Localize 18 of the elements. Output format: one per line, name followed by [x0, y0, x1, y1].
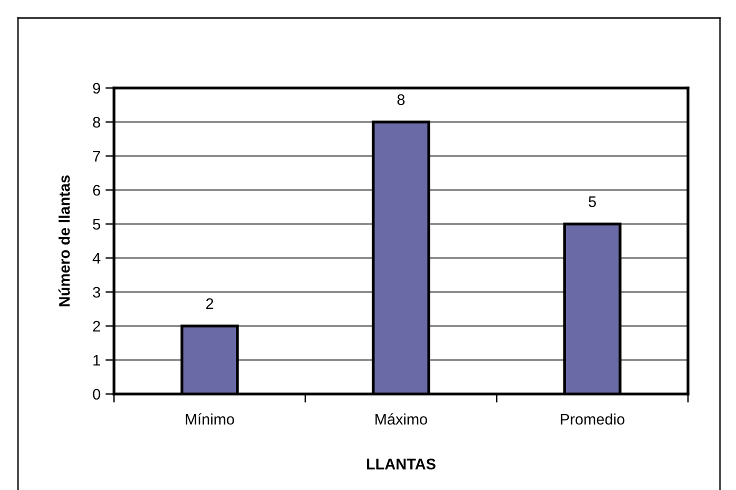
y-tick-label: 2 [93, 320, 100, 332]
y-tick-label: 9 [93, 82, 100, 94]
data-label: 8 [397, 94, 405, 106]
y-tick-label: 1 [93, 355, 100, 366]
y-tick-label: 8 [92, 116, 100, 128]
y-axis-title: Número de llantas [58, 175, 70, 306]
y-tick-label: 0 [92, 388, 100, 400]
data-label: 2 [206, 298, 214, 309]
x-axis-title: LLANTAS [366, 458, 436, 470]
y-tick-label: 4 [92, 253, 100, 264]
y-tick-label: 3 [92, 286, 100, 298]
data-label: 5 [588, 196, 596, 208]
x-tick-label: Promedio [560, 413, 624, 425]
y-tick-label: 5 [92, 219, 100, 230]
x-tick-label: Máximo [376, 413, 428, 425]
y-tick-label: 6 [93, 184, 100, 196]
y-tick-label: 7 [93, 151, 100, 162]
x-tick-label: Mínimo [186, 413, 234, 425]
